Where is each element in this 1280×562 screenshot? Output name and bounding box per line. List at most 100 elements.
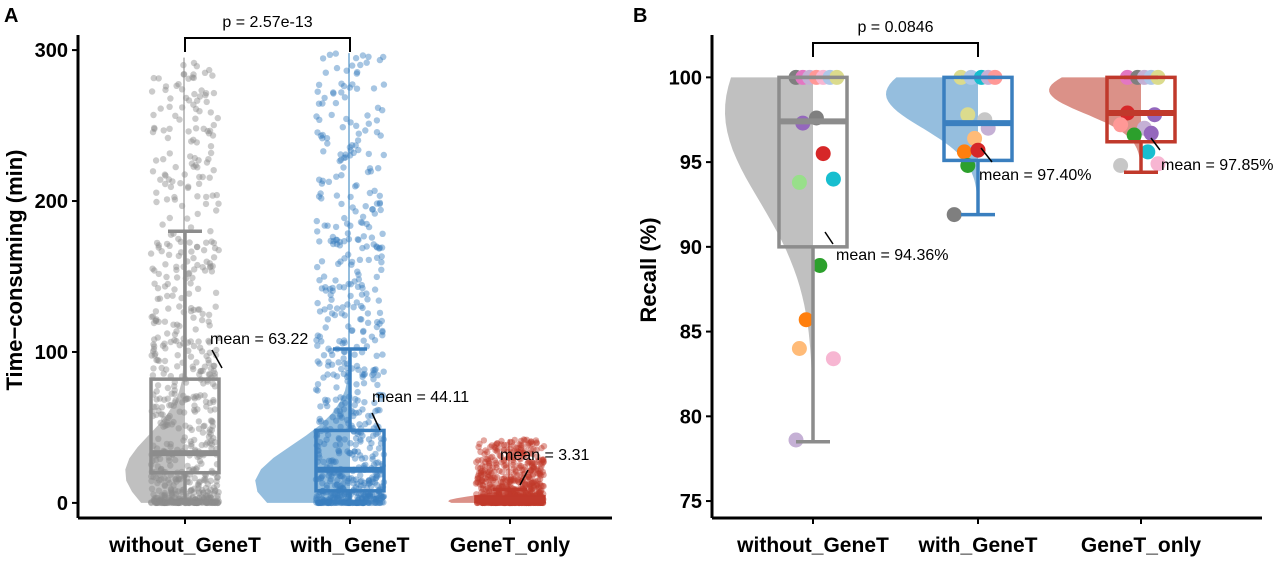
mean-label-tick <box>211 349 223 369</box>
data-point <box>148 473 155 480</box>
data-point <box>344 477 351 485</box>
data-point <box>161 481 168 489</box>
data-point <box>353 85 361 92</box>
data-point <box>338 401 345 408</box>
data-point <box>825 351 841 367</box>
data-point <box>511 477 519 484</box>
data-point <box>508 449 515 456</box>
data-point <box>370 241 377 248</box>
data-point <box>369 453 376 460</box>
data-point <box>522 452 529 460</box>
p-value-label: p = 2.57e-13 <box>222 14 312 31</box>
data-point <box>494 440 501 447</box>
data-point <box>189 74 196 81</box>
data-point <box>488 470 495 477</box>
data-point <box>205 356 212 364</box>
data-point <box>507 445 514 452</box>
data-point <box>214 114 221 122</box>
data-point <box>513 445 520 452</box>
data-point <box>518 466 526 474</box>
data-point <box>320 499 327 507</box>
data-point <box>338 80 345 87</box>
data-point <box>177 495 184 502</box>
data-point <box>201 363 209 370</box>
data-point <box>210 490 218 497</box>
data-point <box>324 316 331 323</box>
data-point <box>365 150 372 158</box>
data-point <box>361 496 369 503</box>
data-point <box>481 451 488 458</box>
data-point <box>332 458 339 465</box>
data-point <box>364 296 371 303</box>
data-point <box>357 316 364 323</box>
data-point <box>162 261 169 268</box>
data-point <box>188 441 195 448</box>
data-point <box>176 116 183 123</box>
data-point <box>162 499 169 507</box>
data-point <box>328 361 336 368</box>
data-point <box>182 422 189 429</box>
data-point <box>207 486 214 493</box>
data-point <box>530 464 537 471</box>
data-point <box>182 94 190 102</box>
data-point <box>186 479 193 486</box>
data-point <box>345 251 352 258</box>
data-point <box>362 493 369 500</box>
data-point <box>327 347 335 355</box>
data-point <box>152 494 160 502</box>
data-point <box>350 480 357 487</box>
data-point <box>174 363 181 370</box>
data-point <box>150 111 157 119</box>
data-point <box>161 318 169 325</box>
data-point <box>173 328 180 335</box>
data-point <box>371 479 379 486</box>
data-point <box>314 358 321 365</box>
data-point <box>172 112 179 120</box>
data-point <box>340 164 347 171</box>
data-point <box>195 180 203 187</box>
data-point <box>196 93 204 100</box>
data-point <box>203 403 210 410</box>
data-point <box>153 316 160 323</box>
data-point <box>208 238 215 245</box>
data-point <box>163 440 171 448</box>
data-point <box>161 340 168 347</box>
data-point <box>207 365 215 372</box>
data-point <box>373 129 381 136</box>
data-point <box>209 419 216 426</box>
data-point <box>156 499 164 506</box>
data-point <box>161 499 169 507</box>
data-point <box>207 407 214 414</box>
y-tick-label: 0 <box>57 493 68 515</box>
mean-label: mean = 97.40% <box>979 167 1092 184</box>
data-point <box>370 495 378 502</box>
data-point <box>156 295 164 302</box>
data-point <box>522 480 529 488</box>
data-point <box>535 484 542 491</box>
data-point <box>492 479 500 486</box>
data-point <box>202 492 210 499</box>
data-point <box>159 342 167 349</box>
data-point <box>154 334 161 341</box>
data-point <box>215 334 222 341</box>
data-point <box>327 499 335 507</box>
data-point <box>317 499 324 507</box>
data-point <box>198 460 205 467</box>
data-point <box>210 167 217 174</box>
data-point <box>515 444 522 452</box>
data-point <box>191 154 198 162</box>
data-point <box>203 98 210 106</box>
data-point <box>532 466 540 474</box>
data-point <box>492 459 500 467</box>
data-point <box>198 87 205 94</box>
data-point <box>158 465 165 473</box>
data-point <box>163 196 171 203</box>
data-point <box>370 461 378 468</box>
data-point <box>165 494 173 502</box>
data-point <box>166 402 173 409</box>
data-point <box>313 113 320 120</box>
data-point <box>208 498 215 506</box>
data-point <box>152 308 160 315</box>
data-point <box>319 496 326 503</box>
